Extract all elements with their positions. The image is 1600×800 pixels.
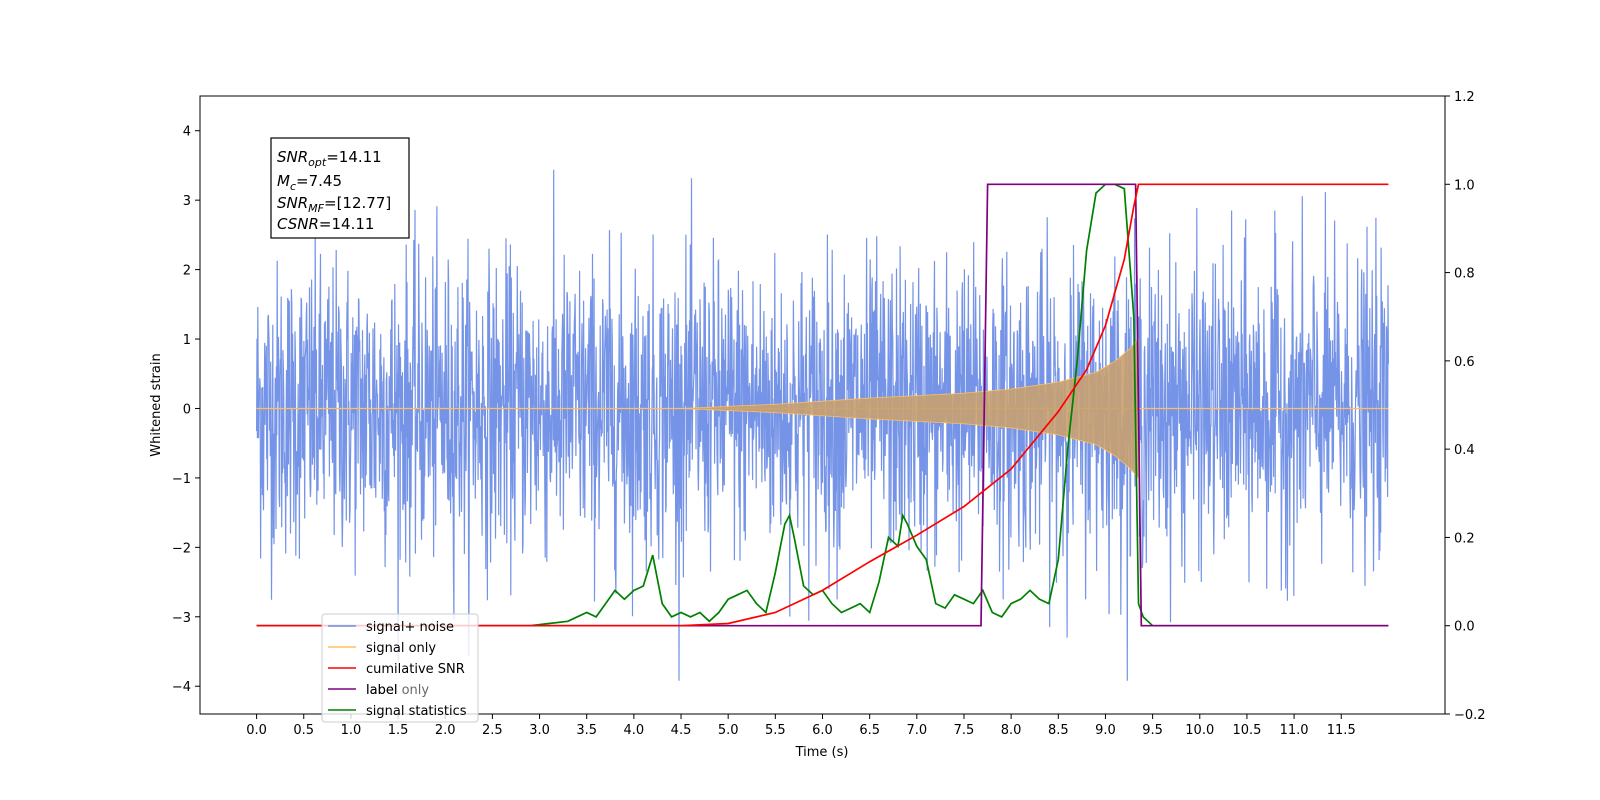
x-tick-label: 0.5 (293, 723, 314, 738)
annotation-box: SNRopt=14.11 Mc=7.45 SNRMF=[12.77] CSNR=… (270, 137, 410, 239)
y-tick-label: 2 (183, 264, 191, 279)
y2-tick-label: 1.0 (1454, 178, 1475, 193)
annotation-snr-mf-sub: MF (308, 202, 324, 215)
x-tick-label: 1.0 (341, 723, 362, 738)
y2-tick-label: 0.6 (1454, 355, 1475, 370)
x-tick-label: 3.0 (529, 723, 550, 738)
annotation-mc-value: =7.45 (296, 172, 342, 190)
x-tick-label: 11.5 (1327, 723, 1356, 738)
x-tick-label: 7.0 (906, 723, 927, 738)
annotation-mc-sub: c (290, 180, 296, 193)
x-tick-label: 9.0 (1095, 723, 1116, 738)
y2-tick-label: −0.2 (1454, 708, 1486, 723)
y-tick-label: 0 (183, 402, 191, 417)
x-tick-label: 11.0 (1280, 723, 1309, 738)
legend-label-label: label (366, 683, 397, 698)
svg-text:SNRMF=[12.77]: SNRMF=[12.77] (277, 194, 391, 215)
axes: 0.0 0.5 1.0 1.5 2.0 2.5 3.0 3.5 4.0 4.5 5.0 5.5 6.0 6… (172, 90, 1486, 738)
y-tick-label: 3 (183, 194, 191, 209)
plot-area (256, 169, 1389, 681)
x-tick-label: 10.5 (1232, 723, 1261, 738)
x-tick-label: 10.0 (1185, 723, 1214, 738)
x-tick-label: 8.0 (1001, 723, 1022, 738)
x-tick-label: 2.5 (482, 723, 503, 738)
x-tick-label: 6.0 (812, 723, 833, 738)
y2-tick-label: 0.8 (1454, 267, 1475, 282)
y2-tick-label: 0.0 (1454, 620, 1475, 635)
annotation-snr-mf-symbol: SNR (277, 194, 308, 212)
svg-text:CSNR=14.11: CSNR=14.11 (277, 215, 374, 233)
y-tick-label: 1 (183, 333, 191, 348)
x-tick-label: 6.5 (859, 723, 880, 738)
annotation-mc-symbol: M (277, 172, 290, 190)
annotation-csnr-value: =14.11 (319, 215, 375, 233)
series-label (256, 183, 1389, 627)
y2-tick-label: 0.4 (1454, 443, 1475, 458)
legend-label-signal-noise: signal+ noise (366, 620, 454, 635)
series-cumulative-snr (256, 183, 1389, 627)
y-tick-label: 4 (183, 125, 191, 140)
x-tick-label: 5.5 (765, 723, 786, 738)
x-axis-label: Time (s) (795, 745, 849, 760)
legend: label only signal+ noise signal only cum… (321, 613, 479, 723)
annotation-snr-mf-value: =[12.77] (324, 194, 391, 212)
x-tick-label: 5.0 (718, 723, 739, 738)
svg-text:Mc=7.45: Mc=7.45 (277, 172, 342, 193)
x-tick-label: 4.0 (624, 723, 645, 738)
x-tick-label: 7.5 (954, 723, 975, 738)
legend-ghost-text: label only (366, 683, 429, 698)
x-tick-label: 8.5 (1048, 723, 1069, 738)
y-tick-label: −2 (172, 541, 191, 556)
legend-label-signal-only: signal only (366, 641, 436, 656)
series-signal-noise (256, 169, 1389, 681)
x-tick-label: 2.0 (435, 723, 456, 738)
x-tick-label: 0.0 (246, 723, 267, 738)
annotation-snr-opt-sub: opt (308, 156, 327, 169)
y-axis-label: Whitened strain (149, 353, 164, 456)
annotation-snr-opt-symbol: SNR (277, 148, 308, 166)
annotation-csnr-symbol: CSNR (277, 215, 319, 233)
y-tick-label: −4 (172, 680, 191, 695)
x-tick-label: 3.5 (576, 723, 597, 738)
annotation-snr-opt-value: =14.11 (326, 148, 382, 166)
y-tick-label: −1 (172, 472, 191, 487)
x-tick-label: 4.5 (671, 723, 692, 738)
legend-label-cumulative-snr: cumilative SNR (366, 662, 465, 677)
legend-label-signal-statistics: signal statistics (366, 704, 467, 719)
x-tick-label: 9.5 (1142, 723, 1163, 738)
y2-tick-label: 0.2 (1454, 531, 1475, 546)
x-tick-label: 1.5 (388, 723, 409, 738)
y2-tick-label: 1.2 (1454, 90, 1475, 105)
svg-text:SNRopt=14.11: SNRopt=14.11 (277, 148, 382, 169)
y-tick-label: −3 (172, 611, 191, 626)
series-signal-statistics (256, 183, 1389, 627)
